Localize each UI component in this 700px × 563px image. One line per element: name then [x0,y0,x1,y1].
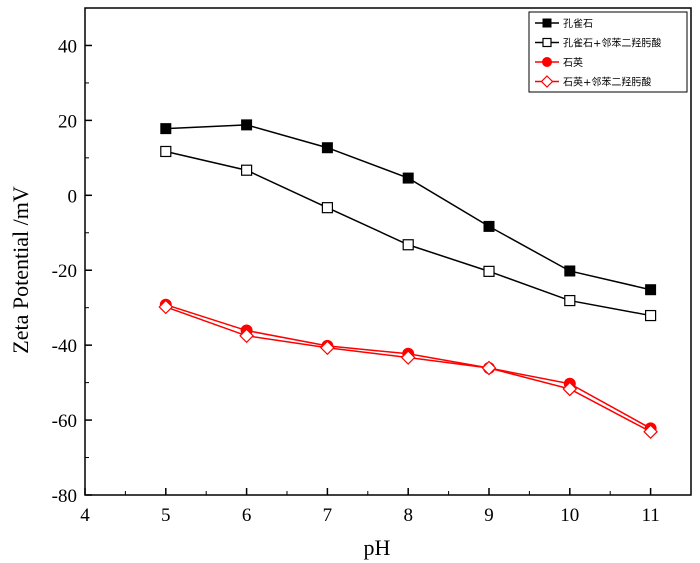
x-tick-label: 11 [641,505,659,526]
legend-label: 孔雀石 [563,18,593,30]
series-3 [159,298,657,435]
x-tick-label: 9 [484,505,494,526]
data-point [241,119,253,131]
legend-label: 石英 [563,56,583,69]
series-line [165,124,651,291]
legend-entry: 孔雀石 [535,18,593,30]
y-tick-label: 0 [68,186,78,207]
y-tick-label: -60 [52,411,77,432]
legend-label: 孔雀石+邻苯二羟肟酸 [563,37,661,50]
series-2 [160,145,657,322]
data-point [241,164,253,176]
x-tick-label: 8 [403,505,413,526]
series-4 [158,299,658,440]
series-1 [160,119,657,296]
data-point [321,202,333,214]
legend-swatch-marker [542,37,552,48]
y-tick-label: 20 [58,111,77,132]
data-point [483,220,495,232]
data-point [239,328,254,344]
y-tick-label: 40 [58,36,77,57]
data-point [160,123,172,135]
data-point [483,265,495,277]
legend-entry: 孔雀石+邻苯二羟肟酸 [535,37,661,50]
plot-area-frame [84,7,692,496]
y-axis-title: Zeta Potential /mV [8,186,33,354]
series-line [165,306,651,433]
legend-entry: 石英 [535,56,583,69]
y-tick-label: -80 [52,486,77,507]
data-point [402,172,414,184]
legend-box [528,11,688,93]
data-point [562,381,578,397]
data-point [481,360,497,376]
legend-label: 石英+邻苯二羟肟酸 [563,76,651,89]
x-tick-label: 10 [560,505,579,526]
y-tick-label: -40 [52,336,77,357]
data-point [320,340,335,356]
legend-swatch-marker [540,75,554,88]
data-point [160,145,172,158]
x-tick-label: 4 [80,505,90,526]
legend-swatch-marker [542,18,552,28]
data-point [402,239,414,251]
data-point [564,265,576,277]
data-point [645,284,657,296]
x-tick-label: 7 [323,505,333,526]
x-tick-label: 5 [161,505,171,526]
legend-entry: 石英+邻苯二羟肟酸 [535,75,651,89]
data-point [564,294,576,307]
data-point [644,309,657,322]
data-point [158,299,174,315]
data-point [643,424,658,440]
legend-swatch-marker [542,57,552,67]
data-point [321,142,333,154]
y-tick-label: -20 [52,261,77,282]
x-tick-label: 6 [242,505,252,526]
data-point [400,350,416,365]
x-axis-title: pH [364,535,391,560]
series-line [165,303,651,429]
